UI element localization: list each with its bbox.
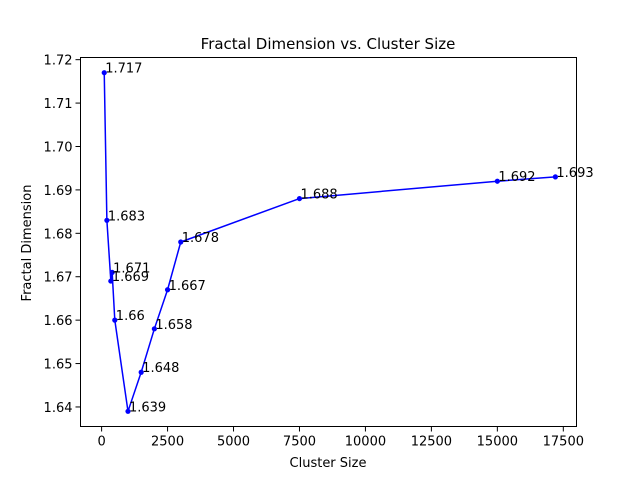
x-tick-label: 5000 bbox=[217, 435, 250, 450]
x-tick-label: 7500 bbox=[283, 435, 316, 450]
data-label: 1.693 bbox=[556, 166, 593, 181]
data-label: 1.667 bbox=[169, 279, 206, 294]
data-label: 1.66 bbox=[116, 309, 145, 324]
x-axis: 0 2500 5000 7500 10000 12500 15000 17500 bbox=[97, 426, 584, 450]
data-label: 1.717 bbox=[105, 62, 142, 77]
plot-frame bbox=[80, 57, 577, 427]
data-point bbox=[164, 287, 171, 293]
y-tick-label: 1.66 bbox=[44, 314, 73, 329]
x-tick-label: 0 bbox=[97, 435, 105, 450]
data-point bbox=[112, 317, 118, 323]
data-point bbox=[151, 326, 157, 332]
data-label: 1.648 bbox=[142, 361, 179, 376]
y-tick-label: 1.71 bbox=[44, 97, 73, 112]
chart-title: Fractal Dimension vs. Cluster Size bbox=[201, 35, 456, 53]
data-point bbox=[125, 408, 131, 414]
y-axis-label: Fractal Dimension bbox=[20, 185, 35, 302]
data-label: 1.639 bbox=[129, 400, 166, 415]
data-label: 1.671 bbox=[113, 261, 150, 276]
data-point bbox=[494, 178, 500, 184]
y-tick-label: 1.72 bbox=[44, 54, 73, 69]
y-tick-label: 1.69 bbox=[44, 184, 73, 199]
y-tick-label: 1.65 bbox=[44, 358, 73, 373]
data-label: 1.688 bbox=[300, 188, 337, 203]
data-label: 1.683 bbox=[108, 209, 145, 224]
x-tick-label: 10000 bbox=[345, 435, 386, 450]
data-point bbox=[178, 239, 184, 245]
data-label: 1.692 bbox=[498, 170, 535, 185]
x-tick-label: 17500 bbox=[543, 435, 584, 450]
data-point bbox=[138, 369, 144, 375]
x-tick-label: 12500 bbox=[411, 435, 452, 450]
series-layer bbox=[101, 70, 558, 414]
data-point bbox=[296, 195, 303, 202]
data-label: 1.658 bbox=[155, 318, 192, 333]
y-axis: 1.64 1.65 1.66 1.67 1.68 1.69 1.70 1.71 1.72 bbox=[44, 54, 81, 416]
data-point bbox=[109, 269, 115, 275]
data-point bbox=[101, 70, 107, 76]
data-label: 1.678 bbox=[182, 231, 219, 246]
data-point bbox=[108, 278, 114, 284]
data-point bbox=[104, 217, 110, 223]
y-tick-label: 1.67 bbox=[44, 271, 73, 286]
y-tick-label: 1.70 bbox=[44, 140, 73, 155]
data-point bbox=[552, 174, 558, 180]
x-tick-label: 2500 bbox=[151, 435, 184, 450]
y-tick-label: 1.64 bbox=[44, 401, 73, 416]
x-tick-label: 15000 bbox=[477, 435, 518, 450]
x-axis-label: Cluster Size bbox=[290, 456, 367, 471]
y-tick-label: 1.68 bbox=[44, 227, 73, 242]
data-label: 1.669 bbox=[112, 270, 149, 285]
